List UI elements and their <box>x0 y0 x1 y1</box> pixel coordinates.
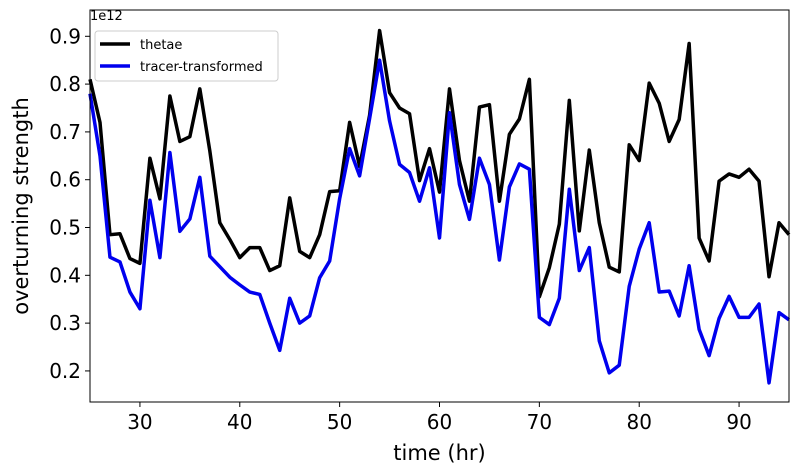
y-axis-ticks: 0.2 0.3 0.4 0.5 0.6 0.7 0.8 0.9 <box>49 24 90 383</box>
x-tick-label: 70 <box>527 410 552 434</box>
series-line-tracer-transformed <box>88 58 791 385</box>
y-tick-label: 0.4 <box>49 263 81 287</box>
legend-box <box>94 30 279 82</box>
legend-label-tracer-transformed: tracer-transformed <box>140 60 263 75</box>
legend: thetae tracer-transformed <box>94 30 279 82</box>
y-offset-label: 1e12 <box>90 9 123 24</box>
x-tick-label: 90 <box>726 410 751 434</box>
y-tick-label: 0.9 <box>49 24 81 48</box>
x-tick-label: 80 <box>626 410 651 434</box>
series-line-thetae <box>88 28 791 299</box>
y-tick-label: 0.3 <box>49 311 81 335</box>
y-tick-label: 0.5 <box>49 216 81 240</box>
y-axis-label: overturning strength <box>9 97 33 315</box>
y-tick-label: 0.6 <box>49 168 81 192</box>
x-axis-label: time (hr) <box>393 441 485 465</box>
x-tick-label: 50 <box>327 410 352 434</box>
x-tick-label: 60 <box>427 410 452 434</box>
y-tick-label: 0.8 <box>49 72 81 96</box>
x-tick-label: 30 <box>127 410 152 434</box>
y-tick-label: 0.7 <box>49 120 81 144</box>
y-tick-label: 0.2 <box>49 359 81 383</box>
x-axis-ticks: 30 40 50 60 70 80 90 <box>127 402 752 434</box>
plot-lines <box>88 28 791 385</box>
x-tick-label: 40 <box>227 410 252 434</box>
legend-label-thetae: thetae <box>140 38 182 53</box>
